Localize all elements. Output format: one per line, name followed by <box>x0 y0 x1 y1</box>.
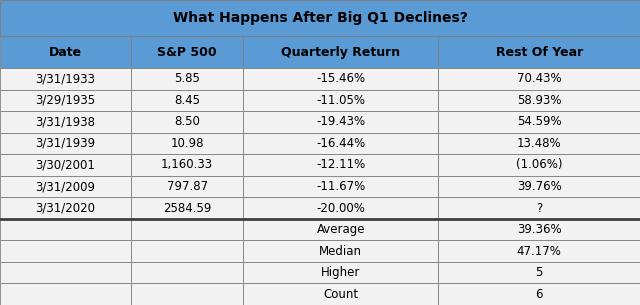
Text: What Happens After Big Q1 Declines?: What Happens After Big Q1 Declines? <box>173 11 467 25</box>
Text: 47.17%: 47.17% <box>516 245 562 258</box>
Bar <box>131 240 243 262</box>
Bar <box>131 68 243 90</box>
Bar <box>243 197 438 219</box>
Text: 3/31/1938: 3/31/1938 <box>36 115 95 128</box>
Text: -19.43%: -19.43% <box>316 115 365 128</box>
Bar <box>243 283 438 305</box>
Bar <box>0 111 131 133</box>
Bar <box>0 219 131 240</box>
Text: 3/29/1935: 3/29/1935 <box>36 94 95 107</box>
Bar <box>243 240 438 262</box>
Text: -11.67%: -11.67% <box>316 180 365 193</box>
Text: 1,160.33: 1,160.33 <box>161 159 213 171</box>
Text: -12.11%: -12.11% <box>316 159 365 171</box>
Bar <box>131 219 243 240</box>
Bar <box>131 154 243 176</box>
Text: Rest Of Year: Rest Of Year <box>495 45 583 59</box>
Bar <box>243 68 438 90</box>
Text: 39.36%: 39.36% <box>517 223 561 236</box>
Text: S&P 500: S&P 500 <box>157 45 217 59</box>
Text: 3/31/1933: 3/31/1933 <box>36 72 95 85</box>
Bar <box>438 68 640 90</box>
Bar <box>0 68 131 90</box>
Text: 8.50: 8.50 <box>174 115 200 128</box>
Bar <box>438 111 640 133</box>
Text: 3/31/2009: 3/31/2009 <box>36 180 95 193</box>
Text: 2584.59: 2584.59 <box>163 202 211 214</box>
Bar <box>438 262 640 283</box>
Bar <box>243 154 438 176</box>
Bar <box>438 219 640 240</box>
Bar <box>243 262 438 283</box>
Text: 70.43%: 70.43% <box>517 72 561 85</box>
Bar <box>131 36 243 68</box>
Bar <box>438 154 640 176</box>
Bar <box>438 133 640 154</box>
Bar <box>131 176 243 197</box>
Text: 10.98: 10.98 <box>170 137 204 150</box>
Text: Date: Date <box>49 45 82 59</box>
Bar <box>438 283 640 305</box>
Bar <box>0 0 640 36</box>
Bar <box>131 111 243 133</box>
Text: 797.87: 797.87 <box>166 180 208 193</box>
Bar <box>243 36 438 68</box>
Text: Average: Average <box>317 223 365 236</box>
Text: -20.00%: -20.00% <box>316 202 365 214</box>
Bar <box>0 36 131 68</box>
Text: 5: 5 <box>536 266 543 279</box>
Text: -16.44%: -16.44% <box>316 137 365 150</box>
Bar <box>438 240 640 262</box>
Text: ?: ? <box>536 202 542 214</box>
Text: Median: Median <box>319 245 362 258</box>
Text: -15.46%: -15.46% <box>316 72 365 85</box>
Bar <box>243 133 438 154</box>
Text: -11.05%: -11.05% <box>316 94 365 107</box>
Text: 39.76%: 39.76% <box>517 180 561 193</box>
Bar <box>243 176 438 197</box>
Bar <box>0 133 131 154</box>
Bar <box>438 197 640 219</box>
Bar <box>438 176 640 197</box>
Text: 58.93%: 58.93% <box>517 94 561 107</box>
Text: Quarterly Return: Quarterly Return <box>281 45 401 59</box>
Bar <box>0 262 131 283</box>
Bar <box>131 197 243 219</box>
Bar <box>438 36 640 68</box>
Bar <box>0 240 131 262</box>
Bar <box>438 90 640 111</box>
Bar <box>0 283 131 305</box>
Text: 3/31/1939: 3/31/1939 <box>36 137 95 150</box>
Text: 3/30/2001: 3/30/2001 <box>36 159 95 171</box>
Text: (1.06%): (1.06%) <box>516 159 563 171</box>
Bar <box>243 111 438 133</box>
Text: 3/31/2020: 3/31/2020 <box>36 202 95 214</box>
Text: Higher: Higher <box>321 266 360 279</box>
Text: 6: 6 <box>536 288 543 301</box>
Bar <box>131 90 243 111</box>
Bar <box>243 219 438 240</box>
Bar <box>131 262 243 283</box>
Text: 13.48%: 13.48% <box>517 137 561 150</box>
Bar <box>131 283 243 305</box>
Bar <box>0 197 131 219</box>
Text: Count: Count <box>323 288 358 301</box>
Text: 8.45: 8.45 <box>174 94 200 107</box>
Text: 54.59%: 54.59% <box>517 115 561 128</box>
Text: 5.85: 5.85 <box>174 72 200 85</box>
Bar <box>131 133 243 154</box>
Bar <box>0 90 131 111</box>
Bar <box>243 90 438 111</box>
Bar <box>0 176 131 197</box>
Bar <box>0 154 131 176</box>
